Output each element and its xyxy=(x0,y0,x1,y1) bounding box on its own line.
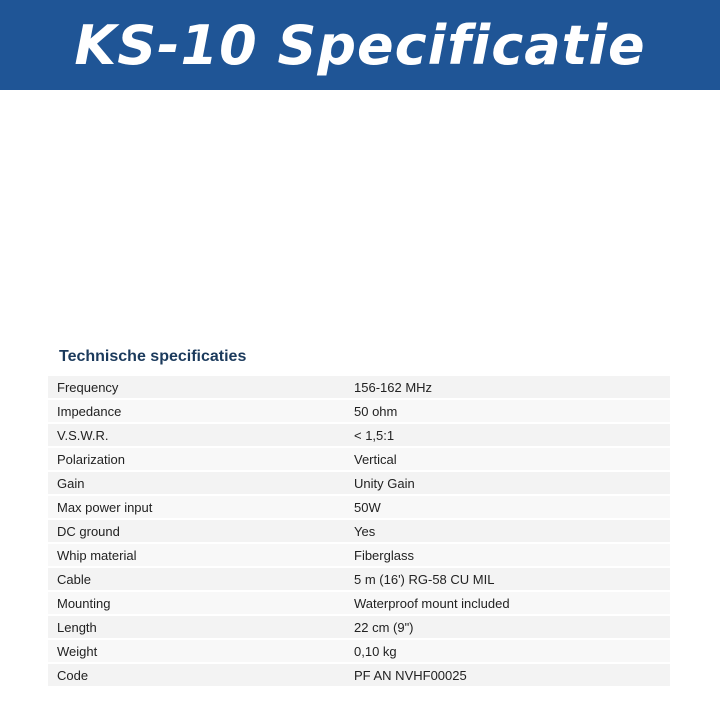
spec-row: DC ground Yes xyxy=(48,520,670,542)
spec-value: 22 cm (9") xyxy=(354,619,414,635)
spec-row: Whip material Fiberglass xyxy=(48,544,670,566)
spec-table: Frequency 156-162 MHz Impedance 50 ohm V.S.W… xyxy=(48,376,670,688)
spec-row: Mounting Waterproof mount included xyxy=(48,592,670,614)
spec-value: PF AN NVHF00025 xyxy=(354,667,467,683)
spec-row: Impedance 50 ohm xyxy=(48,400,670,422)
spec-label: Code xyxy=(57,667,89,683)
spec-value: 50W xyxy=(354,499,381,515)
spec-label: DC ground xyxy=(57,523,120,539)
spec-row: Length 22 cm (9") xyxy=(48,616,670,638)
spec-row: V.S.W.R. < 1,5:1 xyxy=(48,424,670,446)
spec-label: Max power input xyxy=(57,499,153,515)
spec-label: Impedance xyxy=(57,403,122,419)
spec-label: Length xyxy=(57,619,97,635)
spec-value: Vertical xyxy=(354,451,397,467)
spec-label: Whip material xyxy=(57,547,137,563)
spec-label: Frequency xyxy=(57,379,119,395)
spec-row: Code PF AN NVHF00025 xyxy=(48,664,670,686)
spec-value: 156-162 MHz xyxy=(354,379,433,395)
spec-value: 50 ohm xyxy=(354,403,398,419)
spec-row: Cable 5 m (16') RG-58 CU MIL xyxy=(48,568,670,590)
title-banner: KS-10 Specificatie xyxy=(0,0,720,90)
spec-label: Gain xyxy=(57,475,85,491)
spec-row: Frequency 156-162 MHz xyxy=(48,376,670,398)
spec-value: < 1,5:1 xyxy=(354,427,395,443)
page-title: KS-10 Specificatie xyxy=(74,13,646,77)
spec-label: Mounting xyxy=(57,595,111,611)
spec-label: V.S.W.R. xyxy=(57,427,109,443)
spec-row: Max power input 50W xyxy=(48,496,670,518)
spec-label: Polarization xyxy=(57,451,125,467)
spec-value: 5 m (16') RG-58 CU MIL xyxy=(354,571,495,587)
spec-value: Yes xyxy=(354,523,376,539)
section-title: Technische specificaties xyxy=(59,348,247,365)
spec-value: Fiberglass xyxy=(354,547,414,563)
spec-row: Gain Unity Gain xyxy=(48,472,670,494)
spec-row: Weight 0,10 kg xyxy=(48,640,670,662)
spec-label: Cable xyxy=(57,571,91,587)
spec-row: Polarization Vertical xyxy=(48,448,670,470)
spec-value: Waterproof mount included xyxy=(354,595,510,611)
spec-label: Weight xyxy=(57,643,98,659)
spec-value: 0,10 kg xyxy=(354,643,397,659)
spec-value: Unity Gain xyxy=(354,475,415,491)
